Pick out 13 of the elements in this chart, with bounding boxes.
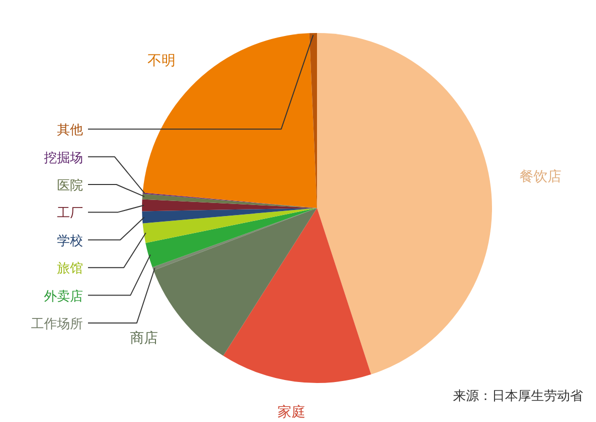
slice-label: 挖掘场 bbox=[44, 150, 83, 166]
slice-label: 工作场所 bbox=[31, 317, 83, 332]
slice-label: 餐饮店 bbox=[519, 168, 562, 185]
slice-label: 家庭 bbox=[277, 404, 306, 420]
slice-label: 医院 bbox=[57, 178, 83, 194]
slice-label: 不明 bbox=[147, 52, 176, 69]
slice-label: 外卖店 bbox=[44, 288, 83, 304]
slice-label: 学校 bbox=[57, 234, 83, 249]
slice-label: 工厂 bbox=[57, 206, 83, 222]
slice-label: 商店 bbox=[130, 330, 158, 347]
source-note: 来源：日本厚生劳动省 bbox=[453, 389, 583, 404]
slice-label: 旅馆 bbox=[57, 262, 83, 277]
slice-label: 其他 bbox=[57, 123, 83, 138]
